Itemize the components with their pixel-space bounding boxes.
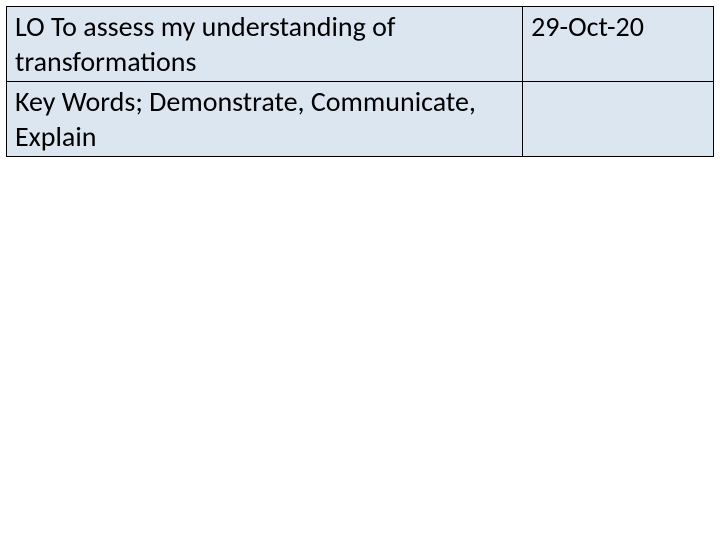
- lesson-header-table: LO To assess my understanding of transfo…: [6, 6, 714, 157]
- info-table: LO To assess my understanding of transfo…: [6, 6, 714, 157]
- table-row: LO To assess my understanding of transfo…: [7, 7, 714, 82]
- date-cell: 29-Oct-20: [523, 7, 714, 82]
- empty-cell: [523, 82, 714, 157]
- table-row: Key Words; Demonstrate, Communicate, Exp…: [7, 82, 714, 157]
- learning-objective-cell: LO To assess my understanding of transfo…: [7, 7, 523, 82]
- keywords-cell: Key Words; Demonstrate, Communicate, Exp…: [7, 82, 523, 157]
